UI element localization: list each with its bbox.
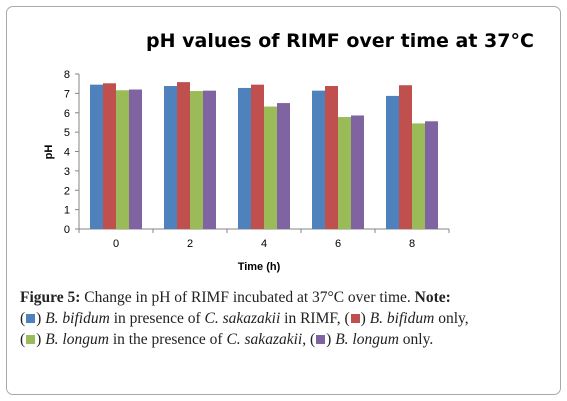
y-tick-label: 0	[64, 224, 70, 236]
swatch-series-4	[316, 335, 326, 344]
bar	[386, 95, 399, 229]
caption-species: B. bifidum	[45, 310, 110, 327]
bar	[412, 123, 425, 229]
chart-axes: 0 1 2 3 4 5 6 7 8 0 2 4 6 8	[64, 69, 450, 250]
bar	[203, 90, 216, 229]
bar	[129, 89, 142, 229]
note-label: Note:	[414, 289, 451, 306]
caption-pathogen: C. sakazakii	[204, 310, 281, 327]
bar	[425, 121, 438, 229]
y-tick-label: 5	[64, 127, 70, 139]
bar	[264, 106, 277, 229]
bar	[116, 90, 129, 230]
x-tick-label: 2	[187, 238, 193, 250]
caption-species: B. longum	[335, 331, 399, 348]
y-tick-label: 7	[64, 88, 70, 100]
x-tick-label: 6	[335, 238, 341, 250]
x-tick-label: 0	[113, 238, 119, 250]
swatch-series-2	[350, 314, 360, 323]
y-tick-label: 3	[64, 166, 70, 178]
bar	[325, 86, 338, 229]
swatch-series-3	[26, 335, 36, 344]
caption-text: Change in pH of RIMF incubated at 37°C o…	[80, 289, 415, 306]
bar	[238, 87, 251, 229]
bar	[177, 82, 190, 229]
bar	[90, 84, 103, 229]
y-tick-label: 2	[64, 185, 70, 197]
caption-pathogen: C. sakazakii	[226, 331, 303, 348]
y-tick-label: 8	[64, 69, 70, 81]
bar	[351, 115, 364, 229]
bar	[312, 90, 325, 229]
bar	[399, 85, 412, 229]
x-tick-label: 8	[409, 238, 415, 250]
y-tick-label: 6	[64, 108, 70, 120]
bar	[103, 83, 116, 229]
chart-bars	[90, 82, 438, 230]
caption-species: B. bifidum	[369, 310, 435, 327]
y-axis-label: pH	[43, 145, 55, 160]
bar	[338, 117, 351, 229]
caption-species: B. longum	[45, 331, 109, 348]
y-tick-label: 4	[64, 147, 70, 159]
x-axis-label: Time (h)	[238, 261, 281, 273]
bar	[164, 86, 177, 229]
swatch-series-1	[26, 314, 36, 323]
figure-label: Figure 5:	[20, 289, 81, 306]
y-tick-label: 1	[64, 205, 70, 217]
bar	[251, 84, 264, 229]
x-tick-label: 4	[261, 238, 267, 250]
bar	[277, 103, 290, 229]
bar	[190, 91, 203, 229]
figure-caption: Figure 5: Change in pH of RIMF incubated…	[20, 289, 469, 348]
chart-title: pH values of RIMF over time at 37°C	[146, 30, 534, 52]
